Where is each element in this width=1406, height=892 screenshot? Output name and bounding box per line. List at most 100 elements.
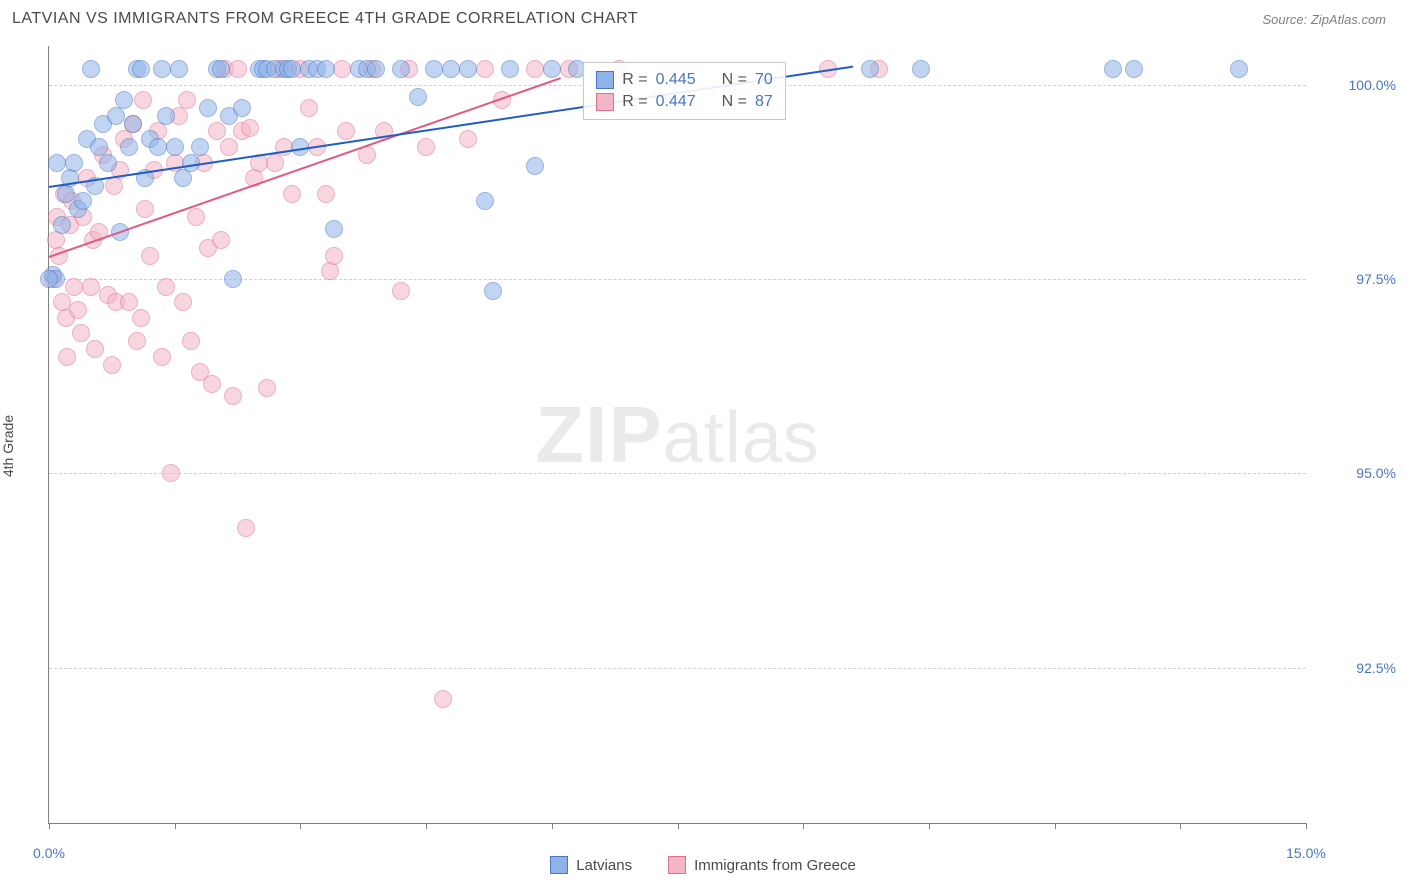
- stats-n-label: N =: [722, 71, 747, 89]
- x-tick: [1306, 823, 1307, 829]
- legend-swatch-icon: [668, 856, 686, 874]
- scatter-point-pink: [178, 91, 196, 109]
- scatter-point-blue: [912, 60, 930, 78]
- scatter-point-blue: [459, 60, 477, 78]
- scatter-point-blue: [157, 107, 175, 125]
- scatter-point-blue: [543, 60, 561, 78]
- stats-box: R =0.445N =70R =0.447N =87: [583, 62, 786, 120]
- scatter-point-blue: [74, 192, 92, 210]
- scatter-point-pink: [220, 138, 238, 156]
- scatter-point-pink: [208, 122, 226, 140]
- stats-n-value: 70: [755, 71, 773, 89]
- legend-item: Immigrants from Greece: [668, 856, 856, 874]
- scatter-point-blue: [120, 138, 138, 156]
- scatter-point-pink: [72, 324, 90, 342]
- scatter-point-pink: [182, 332, 200, 350]
- scatter-point-blue: [182, 154, 200, 172]
- scatter-point-blue: [82, 60, 100, 78]
- x-tick: [1055, 823, 1056, 829]
- scatter-point-blue: [99, 154, 117, 172]
- stats-row: R =0.445N =70: [596, 69, 773, 91]
- y-tick-label: 92.5%: [1316, 660, 1396, 676]
- scatter-point-pink: [153, 348, 171, 366]
- scatter-point-blue: [1230, 60, 1248, 78]
- legend-item: Latvians: [550, 856, 632, 874]
- scatter-point-blue: [484, 282, 502, 300]
- scatter-point-blue: [153, 60, 171, 78]
- scatter-point-pink: [132, 309, 150, 327]
- x-tick: [426, 823, 427, 829]
- stats-r-value: 0.447: [656, 93, 696, 111]
- legend-swatch-icon: [596, 71, 614, 89]
- x-tick: [552, 823, 553, 829]
- scatter-point-pink: [162, 464, 180, 482]
- scatter-point-pink: [69, 301, 87, 319]
- scatter-point-blue: [1104, 60, 1122, 78]
- scatter-point-pink: [212, 231, 230, 249]
- scatter-point-pink: [141, 247, 159, 265]
- scatter-point-blue: [325, 220, 343, 238]
- x-tick: [1180, 823, 1181, 829]
- legend-label: Immigrants from Greece: [694, 857, 856, 874]
- scatter-point-pink: [65, 278, 83, 296]
- scatter-point-blue: [115, 91, 133, 109]
- scatter-point-pink: [103, 356, 121, 374]
- scatter-point-blue: [166, 138, 184, 156]
- chart-legend: Latvians Immigrants from Greece: [0, 856, 1406, 874]
- scatter-point-pink: [174, 293, 192, 311]
- y-tick-label: 95.0%: [1316, 465, 1396, 481]
- scatter-point-pink: [434, 690, 452, 708]
- scatter-point-blue: [1125, 60, 1143, 78]
- scatter-point-blue: [191, 138, 209, 156]
- y-tick-label: 100.0%: [1316, 77, 1396, 93]
- scatter-point-blue: [124, 115, 142, 133]
- scatter-point-pink: [459, 130, 477, 148]
- scatter-point-blue: [53, 216, 71, 234]
- x-tick: [929, 823, 930, 829]
- scatter-point-pink: [203, 375, 221, 393]
- scatter-point-pink: [58, 348, 76, 366]
- scatter-point-blue: [476, 192, 494, 210]
- scatter-point-blue: [442, 60, 460, 78]
- x-tick: [803, 823, 804, 829]
- x-tick: [300, 823, 301, 829]
- scatter-point-blue: [107, 107, 125, 125]
- scatter-point-pink: [187, 208, 205, 226]
- scatter-point-pink: [317, 185, 335, 203]
- scatter-point-pink: [229, 60, 247, 78]
- y-axis-label: 4th Grade: [0, 415, 16, 477]
- chart-header: LATVIAN VS IMMIGRANTS FROM GREECE 4TH GR…: [0, 0, 1406, 34]
- scatter-point-pink: [134, 91, 152, 109]
- x-tick: [678, 823, 679, 829]
- scatter-point-pink: [136, 200, 154, 218]
- scatter-point-blue: [409, 88, 427, 106]
- scatter-point-pink: [237, 519, 255, 537]
- scatter-point-pink: [526, 60, 544, 78]
- scatter-point-blue: [132, 60, 150, 78]
- chart-title: LATVIAN VS IMMIGRANTS FROM GREECE 4TH GR…: [12, 10, 638, 28]
- stats-row: R =0.447N =87: [596, 91, 773, 113]
- scatter-point-blue: [861, 60, 879, 78]
- source-label: Source: ZipAtlas.com: [1262, 12, 1386, 27]
- x-tick: [49, 823, 50, 829]
- scatter-point-blue: [526, 157, 544, 175]
- x-tick: [175, 823, 176, 829]
- scatter-point-pink: [325, 247, 343, 265]
- scatter-point-pink: [241, 119, 259, 137]
- gridline-h: [49, 668, 1306, 669]
- scatter-point-pink: [392, 282, 410, 300]
- legend-label: Latvians: [576, 857, 632, 874]
- watermark-zip: ZIP: [535, 390, 662, 479]
- scatter-point-pink: [417, 138, 435, 156]
- chart-plot-area: ZIPatlas 92.5%95.0%97.5%100.0%0.0%15.0%R…: [48, 46, 1306, 824]
- scatter-point-pink: [333, 60, 351, 78]
- scatter-point-blue: [501, 60, 519, 78]
- scatter-point-pink: [337, 122, 355, 140]
- scatter-point-pink: [266, 154, 284, 172]
- watermark-atlas: atlas: [663, 398, 820, 478]
- gridline-h: [49, 473, 1306, 474]
- scatter-point-blue: [40, 270, 58, 288]
- stats-r-label: R =: [622, 93, 647, 111]
- scatter-point-blue: [170, 60, 188, 78]
- legend-swatch-icon: [550, 856, 568, 874]
